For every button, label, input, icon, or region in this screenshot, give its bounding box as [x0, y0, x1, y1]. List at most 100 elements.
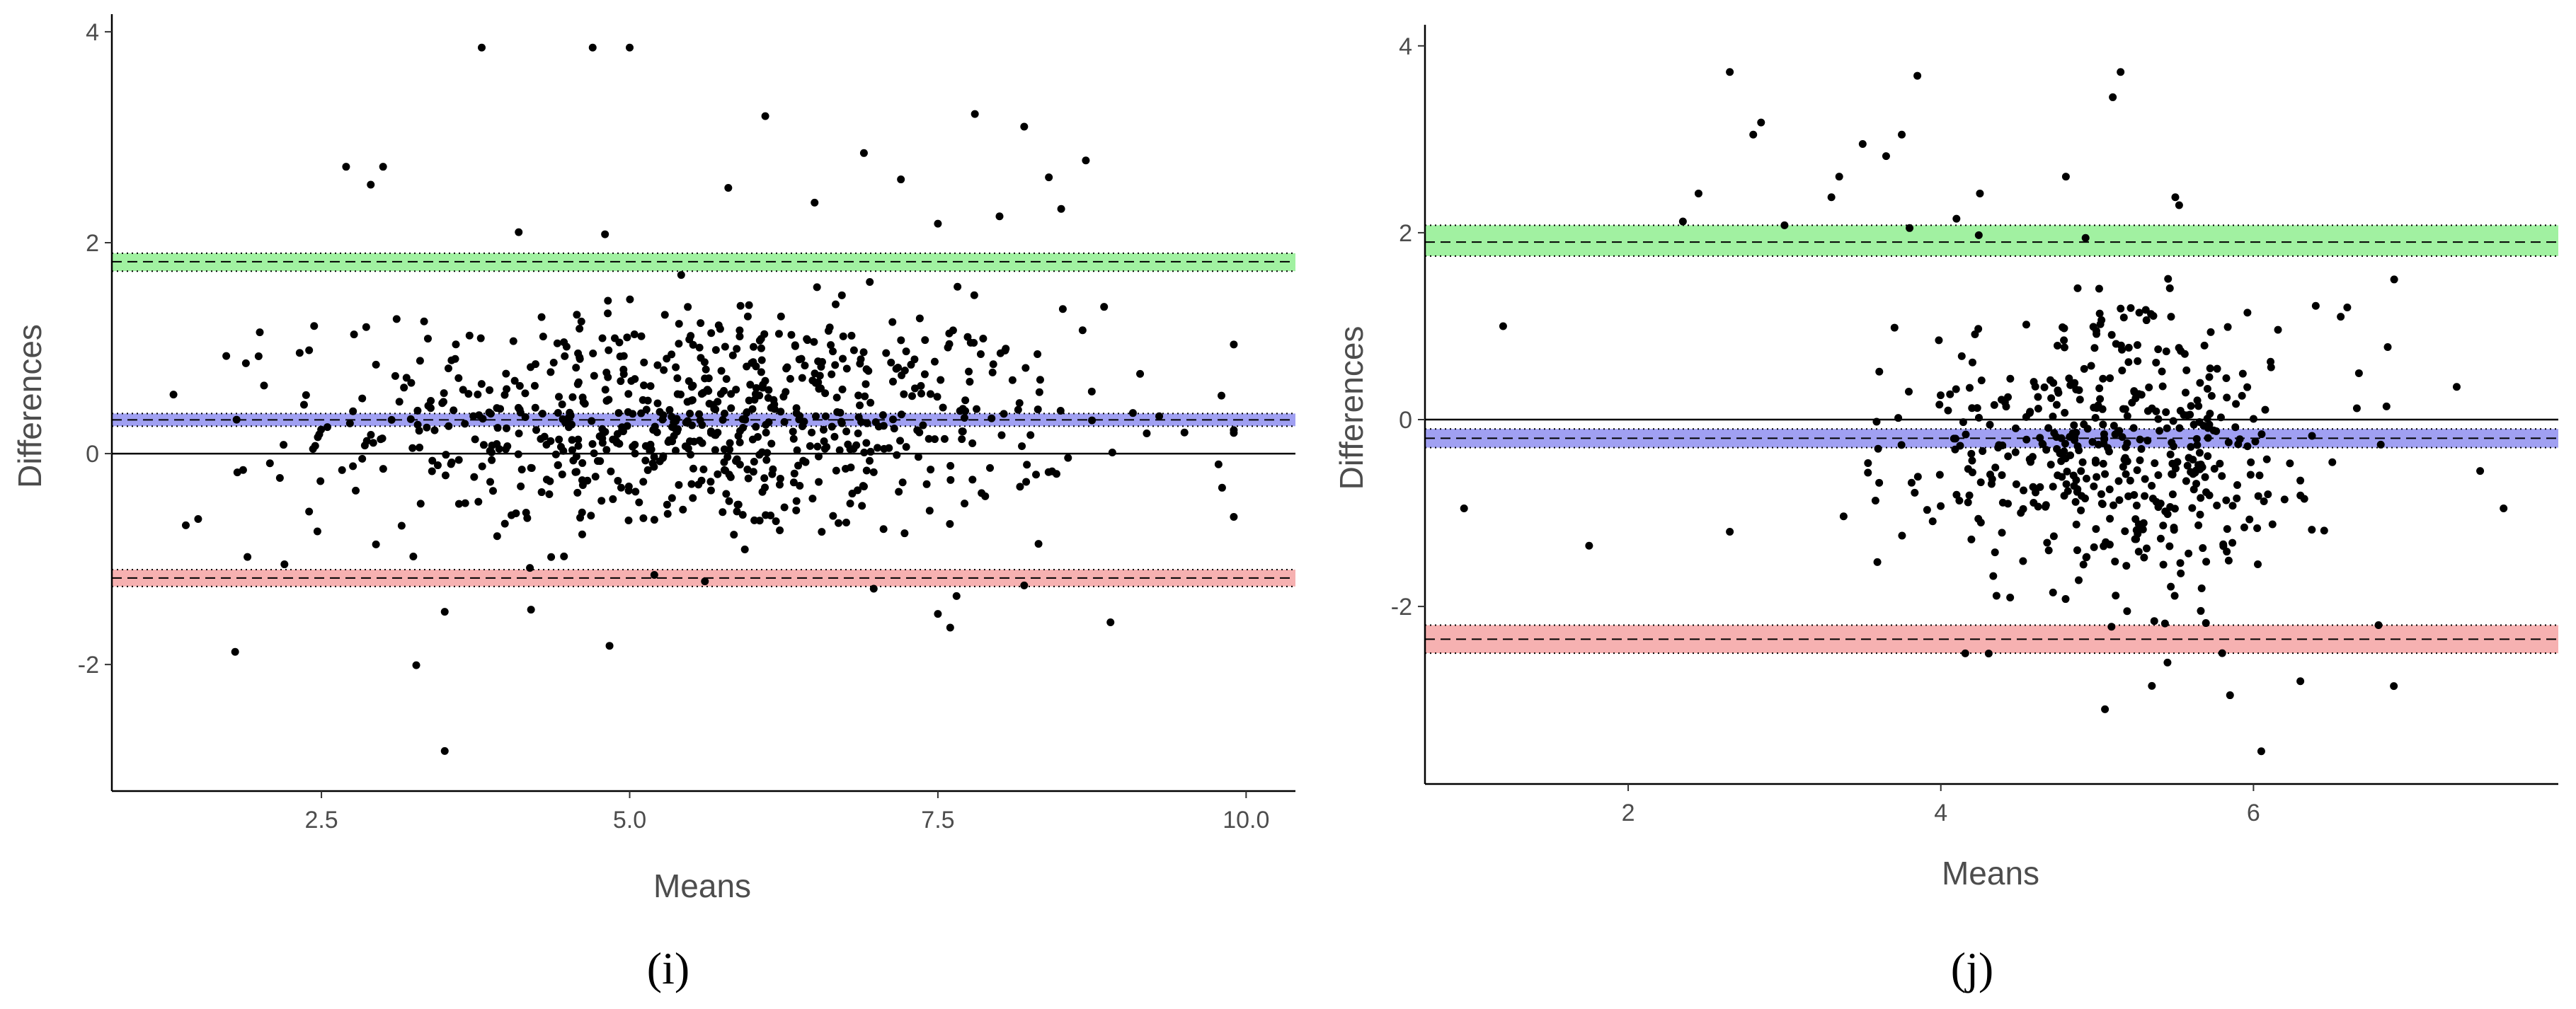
data-point — [922, 480, 931, 488]
data-point — [973, 405, 981, 413]
data-point — [848, 490, 857, 498]
data-point — [1874, 444, 1882, 453]
data-point — [2061, 439, 2069, 448]
data-point — [946, 520, 954, 529]
data-point — [2036, 483, 2044, 491]
data-point — [1694, 189, 1702, 197]
data-point — [829, 512, 837, 520]
data-point — [716, 325, 724, 333]
data-point — [702, 365, 710, 374]
data-point — [2101, 470, 2110, 478]
data-point — [968, 475, 977, 484]
data-point — [736, 301, 745, 310]
data-point — [1935, 400, 1944, 409]
data-point — [689, 340, 697, 349]
data-point — [572, 364, 580, 372]
data-point — [551, 450, 560, 459]
data-point — [814, 378, 823, 386]
data-point — [726, 439, 734, 447]
data-point — [537, 488, 546, 497]
data-point — [503, 442, 512, 451]
data-point — [723, 453, 732, 461]
data-point — [2245, 515, 2254, 524]
data-point — [407, 379, 416, 387]
data-point — [438, 399, 447, 408]
data-point — [663, 509, 672, 518]
data-point — [934, 219, 942, 228]
data-point — [1894, 414, 1903, 422]
data-point — [2049, 588, 2057, 596]
data-point — [596, 457, 605, 466]
data-point — [2183, 461, 2192, 470]
data-point — [862, 466, 871, 475]
data-point — [800, 417, 808, 426]
data-point — [2150, 617, 2158, 625]
data-point — [653, 361, 662, 369]
data-point — [515, 429, 523, 438]
data-point — [2223, 323, 2232, 331]
data-point — [2249, 415, 2257, 423]
data-point — [825, 323, 834, 332]
data-point — [2193, 441, 2202, 449]
data-point — [898, 478, 907, 487]
data-point — [1961, 649, 1969, 657]
data-point — [2343, 304, 2352, 312]
data-point — [1898, 531, 1906, 540]
data-point — [711, 405, 720, 414]
data-point — [488, 487, 497, 495]
data-point — [776, 526, 784, 535]
data-point — [232, 415, 241, 424]
data-point — [2253, 524, 2262, 533]
data-point — [1082, 156, 1090, 165]
data-point — [869, 584, 878, 593]
data-point — [2063, 467, 2071, 475]
data-point — [631, 449, 639, 458]
data-point — [2154, 345, 2163, 354]
data-point — [589, 350, 597, 358]
data-point — [2187, 402, 2195, 410]
data-point — [2070, 421, 2078, 429]
data-point — [1020, 122, 1029, 131]
data-point — [750, 458, 758, 466]
data-point — [2238, 369, 2247, 378]
data-point — [601, 427, 609, 436]
data-point — [316, 477, 325, 485]
x-tick-label: 4 — [1934, 800, 1947, 826]
data-point — [1974, 413, 1983, 422]
data-point — [979, 335, 988, 343]
data-point — [2197, 606, 2205, 615]
data-point — [775, 480, 784, 489]
data-point — [738, 511, 747, 519]
data-point — [2212, 427, 2221, 435]
data-point — [2243, 309, 2252, 317]
data-point — [2228, 502, 2237, 510]
data-point — [1014, 405, 1022, 414]
y-tick-label: -2 — [1391, 594, 1412, 621]
data-point — [2040, 383, 2049, 391]
data-point — [2218, 472, 2226, 480]
data-point — [673, 390, 682, 398]
data-point — [2011, 448, 2020, 456]
data-point — [801, 362, 809, 370]
data-point — [1858, 139, 1867, 148]
data-point — [1023, 461, 1031, 469]
data-point — [590, 449, 598, 458]
data-point — [461, 420, 469, 428]
data-point — [2105, 485, 2114, 494]
data-point — [352, 486, 360, 495]
data-point — [1991, 463, 2000, 472]
data-point — [2197, 584, 2206, 592]
y-tick-label: 2 — [1399, 220, 1412, 247]
data-point — [890, 425, 898, 433]
data-point — [1034, 350, 1042, 358]
data-point — [2383, 343, 2392, 352]
data-point — [815, 371, 824, 380]
data-point — [1873, 558, 1882, 566]
data-point — [1499, 322, 1507, 330]
data-point — [2246, 471, 2255, 479]
data-point — [2205, 420, 2214, 429]
data-point — [753, 432, 762, 441]
data-point — [1890, 323, 1899, 332]
data-point — [2390, 275, 2398, 284]
data-point — [762, 456, 771, 464]
